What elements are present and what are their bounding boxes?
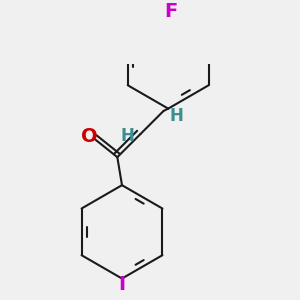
Text: F: F (164, 2, 177, 21)
Text: H: H (169, 106, 183, 124)
Text: H: H (121, 128, 134, 146)
Text: I: I (118, 275, 126, 294)
Text: O: O (82, 127, 98, 146)
